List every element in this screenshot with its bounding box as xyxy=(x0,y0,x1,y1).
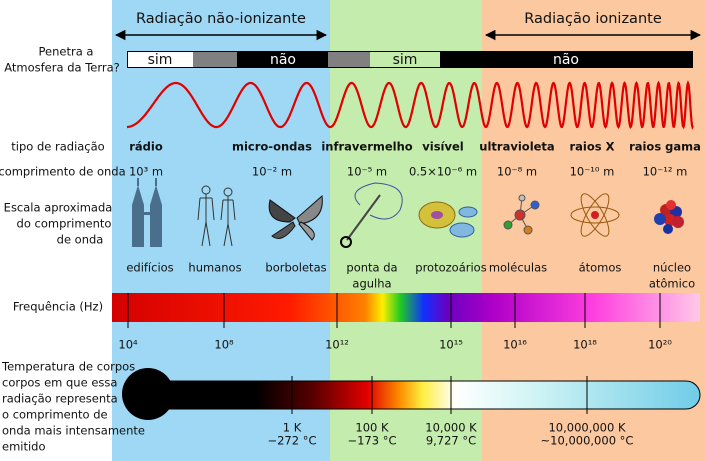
wavelength: 10⁻¹² m xyxy=(643,165,688,179)
icon-atom xyxy=(570,193,620,237)
frequency-tick-label: 10¹⁵ xyxy=(439,338,463,352)
row-label: Temperatura de corpos xyxy=(1,360,135,374)
row-label: radiação representa xyxy=(2,392,118,406)
segment-partial xyxy=(193,52,237,67)
icon-nucleus xyxy=(654,200,684,234)
icon-humans xyxy=(197,185,236,247)
scale-label: átomos xyxy=(579,261,622,275)
row-label: emitido xyxy=(2,440,46,454)
segment-yes xyxy=(370,52,440,67)
temperature-label: 10,000 K xyxy=(425,421,477,435)
row-label: comprimento de onda xyxy=(0,165,126,179)
row-label: corpos em que essa xyxy=(2,376,117,390)
band-name: ultravioleta xyxy=(479,140,554,154)
scale-label: edifícios xyxy=(126,261,173,275)
wavelength: 10⁻⁸ m xyxy=(497,165,537,179)
wavelength: 10⁻² m xyxy=(252,165,292,179)
frequency-tick-label: 10¹² xyxy=(325,338,349,352)
thermometer-tube xyxy=(144,380,701,410)
row-label: Escala aproximada xyxy=(4,201,113,215)
temperature-label: 10,000,000 K xyxy=(548,421,625,435)
scale-label: borboletas xyxy=(265,261,326,275)
band-name: raios gama xyxy=(629,140,701,154)
segment-yes xyxy=(128,52,193,67)
temperature-label: 9,727 °C xyxy=(426,434,476,448)
wavelength: 10³ m xyxy=(129,165,163,179)
band-name: raios X xyxy=(570,140,615,154)
frequency-bar xyxy=(112,293,700,322)
frequency-tick-label: 10⁸ xyxy=(214,338,234,352)
region-title: Radiação ionizante xyxy=(524,11,662,27)
temperature-label: 100 K xyxy=(355,421,389,435)
band-name: rádio xyxy=(129,140,163,154)
thermometer-bulb xyxy=(122,368,174,420)
wavelength: 0.5×10⁻⁶ m xyxy=(409,165,477,179)
frequency-tick-label: 10¹⁶ xyxy=(503,338,527,352)
scale-label: ponta da xyxy=(346,261,397,275)
scale-label: humanos xyxy=(188,261,241,275)
segment-partial xyxy=(328,52,370,67)
scale-label: núcleo xyxy=(653,261,691,275)
icon-molecule xyxy=(503,194,540,235)
frequency-tick-label: 10⁴ xyxy=(118,338,138,352)
wavelength: 10⁻¹⁰ m xyxy=(570,165,615,179)
band-name: visível xyxy=(422,140,463,154)
scale-label: moléculas xyxy=(489,261,547,275)
wave xyxy=(127,80,694,130)
scale-label: agulha xyxy=(352,277,391,291)
segment-label: não xyxy=(270,52,296,68)
row-label: Frequência (Hz) xyxy=(13,300,103,314)
temperature-label: −173 °C xyxy=(347,434,396,448)
row-label: Penetra a xyxy=(39,45,94,59)
scale-label: atômico xyxy=(649,277,695,291)
frequency-tick-label: 10²⁰ xyxy=(648,338,672,352)
row-label: Atmosfera da Terra? xyxy=(4,61,120,75)
row-label: o comprimento de xyxy=(2,408,108,422)
icon-protozoa xyxy=(418,201,478,238)
temperature-label: ~10,000,000 °C xyxy=(541,434,634,448)
wavelength: 10⁻⁵ m xyxy=(347,165,387,179)
temperature-label: 1 K xyxy=(283,421,302,435)
segment-label: não xyxy=(553,52,579,68)
band-name: infravermelho xyxy=(321,140,412,154)
temperature-label: −272 °C xyxy=(267,434,316,448)
segment-label: sim xyxy=(393,52,418,68)
row-label: onda mais intensamente xyxy=(2,424,145,438)
region-title: Radiação não-ionizante xyxy=(136,11,306,27)
row-label: do comprimento xyxy=(17,217,112,231)
icon-buildings xyxy=(132,178,162,247)
icon-butterfly xyxy=(268,195,323,241)
row-label: tipo de radiação xyxy=(11,140,104,154)
segment-label: sim xyxy=(148,52,173,68)
temperature-label: Temperatura de corpos corpos em que essa… xyxy=(1,360,145,454)
row-label: de onda xyxy=(57,233,104,247)
icon-needle xyxy=(340,182,403,248)
scale-label: protozoários xyxy=(415,261,486,275)
band-name: micro-ondas xyxy=(232,140,312,154)
icons xyxy=(132,178,684,248)
frequency-tick-label: 10¹⁸ xyxy=(573,338,597,352)
